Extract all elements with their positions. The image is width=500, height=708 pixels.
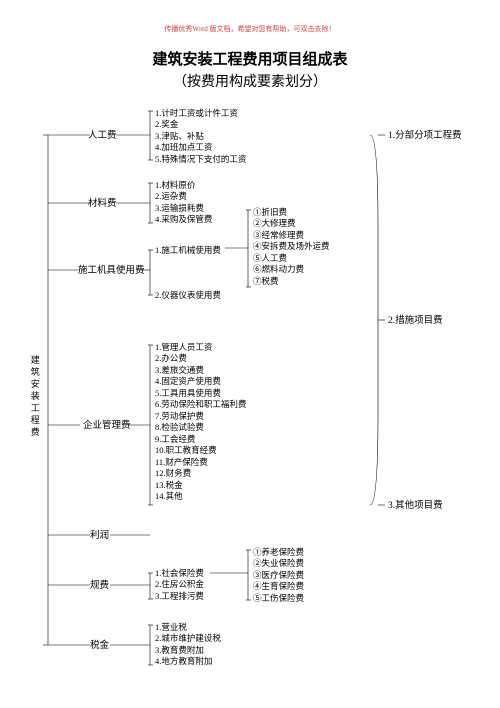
cailiao-list: 1.材料原价 2.运杂费 3.运输损耗费 4.采购及保管费	[155, 180, 212, 226]
shuijin-list: 1.营业税 2.城市维护建设税 3.教育费附加 4.地方教育附加	[155, 622, 221, 668]
node-cailiao: 材料费	[88, 198, 117, 210]
node-guifei: 规费	[90, 580, 109, 592]
node-shuijin: 税金	[90, 640, 109, 652]
node-rengong: 人工费	[88, 130, 117, 142]
right-r1: 1.分部分项工程费	[388, 130, 462, 142]
qiye-list: 1.管理人员工资 2.办公费 3.差旅交通费 4.固定资产使用费 5.工具用具使…	[155, 342, 246, 503]
node-lirun: 利润	[90, 530, 109, 542]
tree-diagram: 建筑安装工程费 人工费 材料费 施工机具使用费 企业管理费 利润 规费 税金 1…	[30, 105, 490, 698]
shebao-list: ①养老保险费 ②失业保险费 ③医疗保险费 ④生育保险费 ⑤工伤保险费	[253, 547, 304, 604]
node-qiye: 企业管理费	[83, 420, 131, 432]
right-r3: 3.其他项目费	[388, 500, 443, 512]
rengong-list: 1.计时工资或计件工资 2.奖金 3.津贴、补贴 4.加班加点工资 5.特殊情况…	[155, 108, 246, 165]
root-label: 建筑安装工程费	[28, 355, 40, 439]
jiju-sublist: ①折旧费 ②大修理费 ③经常修理费 ④安拆费及场外运费 ⑤人工费 ⑥燃料动力费 …	[253, 207, 330, 287]
page-title: 建筑安装工程费用项目组成表	[0, 48, 500, 69]
connector-lines	[30, 105, 500, 705]
right-r2: 2.措施项目费	[388, 315, 443, 327]
jiju-label1: 1.施工机械使用费	[155, 245, 221, 256]
node-jiju: 施工机具使用费	[78, 265, 145, 277]
jiju-label2: 2.仪器仪表使用费	[155, 290, 221, 301]
guifei-list: 1.社会保险费 2.住房公积金 3.工程排污费	[155, 568, 204, 602]
doc-header: 传播优秀Word 版文档，希望对您有帮助，可双击去除！	[0, 0, 500, 34]
page-subtitle: （按费用构成要素划分）	[0, 71, 500, 91]
